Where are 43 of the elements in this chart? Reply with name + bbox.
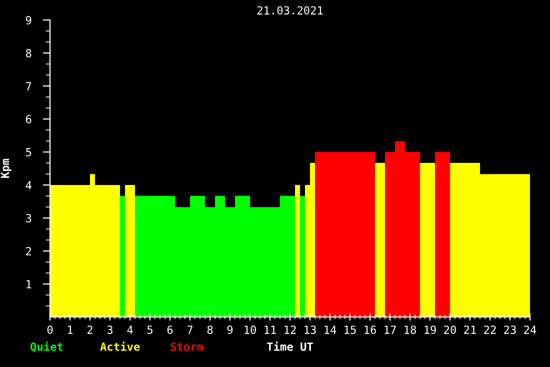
x-tick-label: 15 (344, 326, 356, 334)
y-tick-label: 1 (26, 280, 32, 288)
x-tick-label: 23 (504, 326, 516, 334)
x-tick-label: 16 (364, 326, 376, 334)
text: Storm (170, 342, 204, 351)
text: Quiet (30, 342, 63, 352)
bar (375, 162, 385, 317)
y-tick-label: 7 (26, 82, 32, 90)
x-axis-title: Time UT (267, 342, 313, 351)
text: Active (100, 342, 140, 351)
x-tick-label: 24 (524, 326, 536, 334)
x-tick-label: 21 (464, 326, 476, 334)
x-tick-label: 9 (227, 326, 233, 334)
x-tick-label: 17 (384, 326, 396, 334)
x-tick-label: 14 (324, 326, 336, 334)
y-tick-label: 3 (26, 214, 32, 222)
x-tick-label: 4 (127, 326, 133, 334)
y-tick-label: 2 (26, 247, 31, 256)
x-tick-label: 0 (47, 326, 53, 334)
x-tick-label: 12 (284, 326, 296, 334)
x-tick-label: 11 (264, 326, 276, 334)
x-tick-label: 22 (484, 326, 496, 334)
y-tick-label: 5 (26, 148, 32, 156)
x-tick-label: 20 (444, 326, 456, 334)
chart-title: 21.03.2021 (257, 6, 323, 15)
bar (125, 185, 135, 317)
y-tick-label: 9 (26, 16, 32, 24)
x-tick-label: 1 (68, 326, 73, 334)
x-tick-label: 7 (187, 326, 193, 334)
x-tick-label: 5 (147, 326, 152, 334)
x-tick-label: 18 (404, 326, 416, 334)
x-tick-label: 8 (207, 326, 213, 334)
y-axis-title: Kpm (0, 158, 12, 178)
bar (435, 152, 450, 317)
x-tick-label: 10 (244, 326, 256, 334)
y-tick-label: 8 (26, 49, 32, 58)
x-tick-label: 6 (167, 326, 173, 334)
y-tick-label: 6 (26, 115, 32, 124)
x-tick-label: 13 (304, 326, 316, 334)
x-tick-label: 3 (107, 326, 113, 334)
y-tick-label: 4 (26, 181, 32, 190)
x-tick-label: 19 (424, 326, 436, 334)
x-tick-label: 2 (87, 326, 92, 334)
